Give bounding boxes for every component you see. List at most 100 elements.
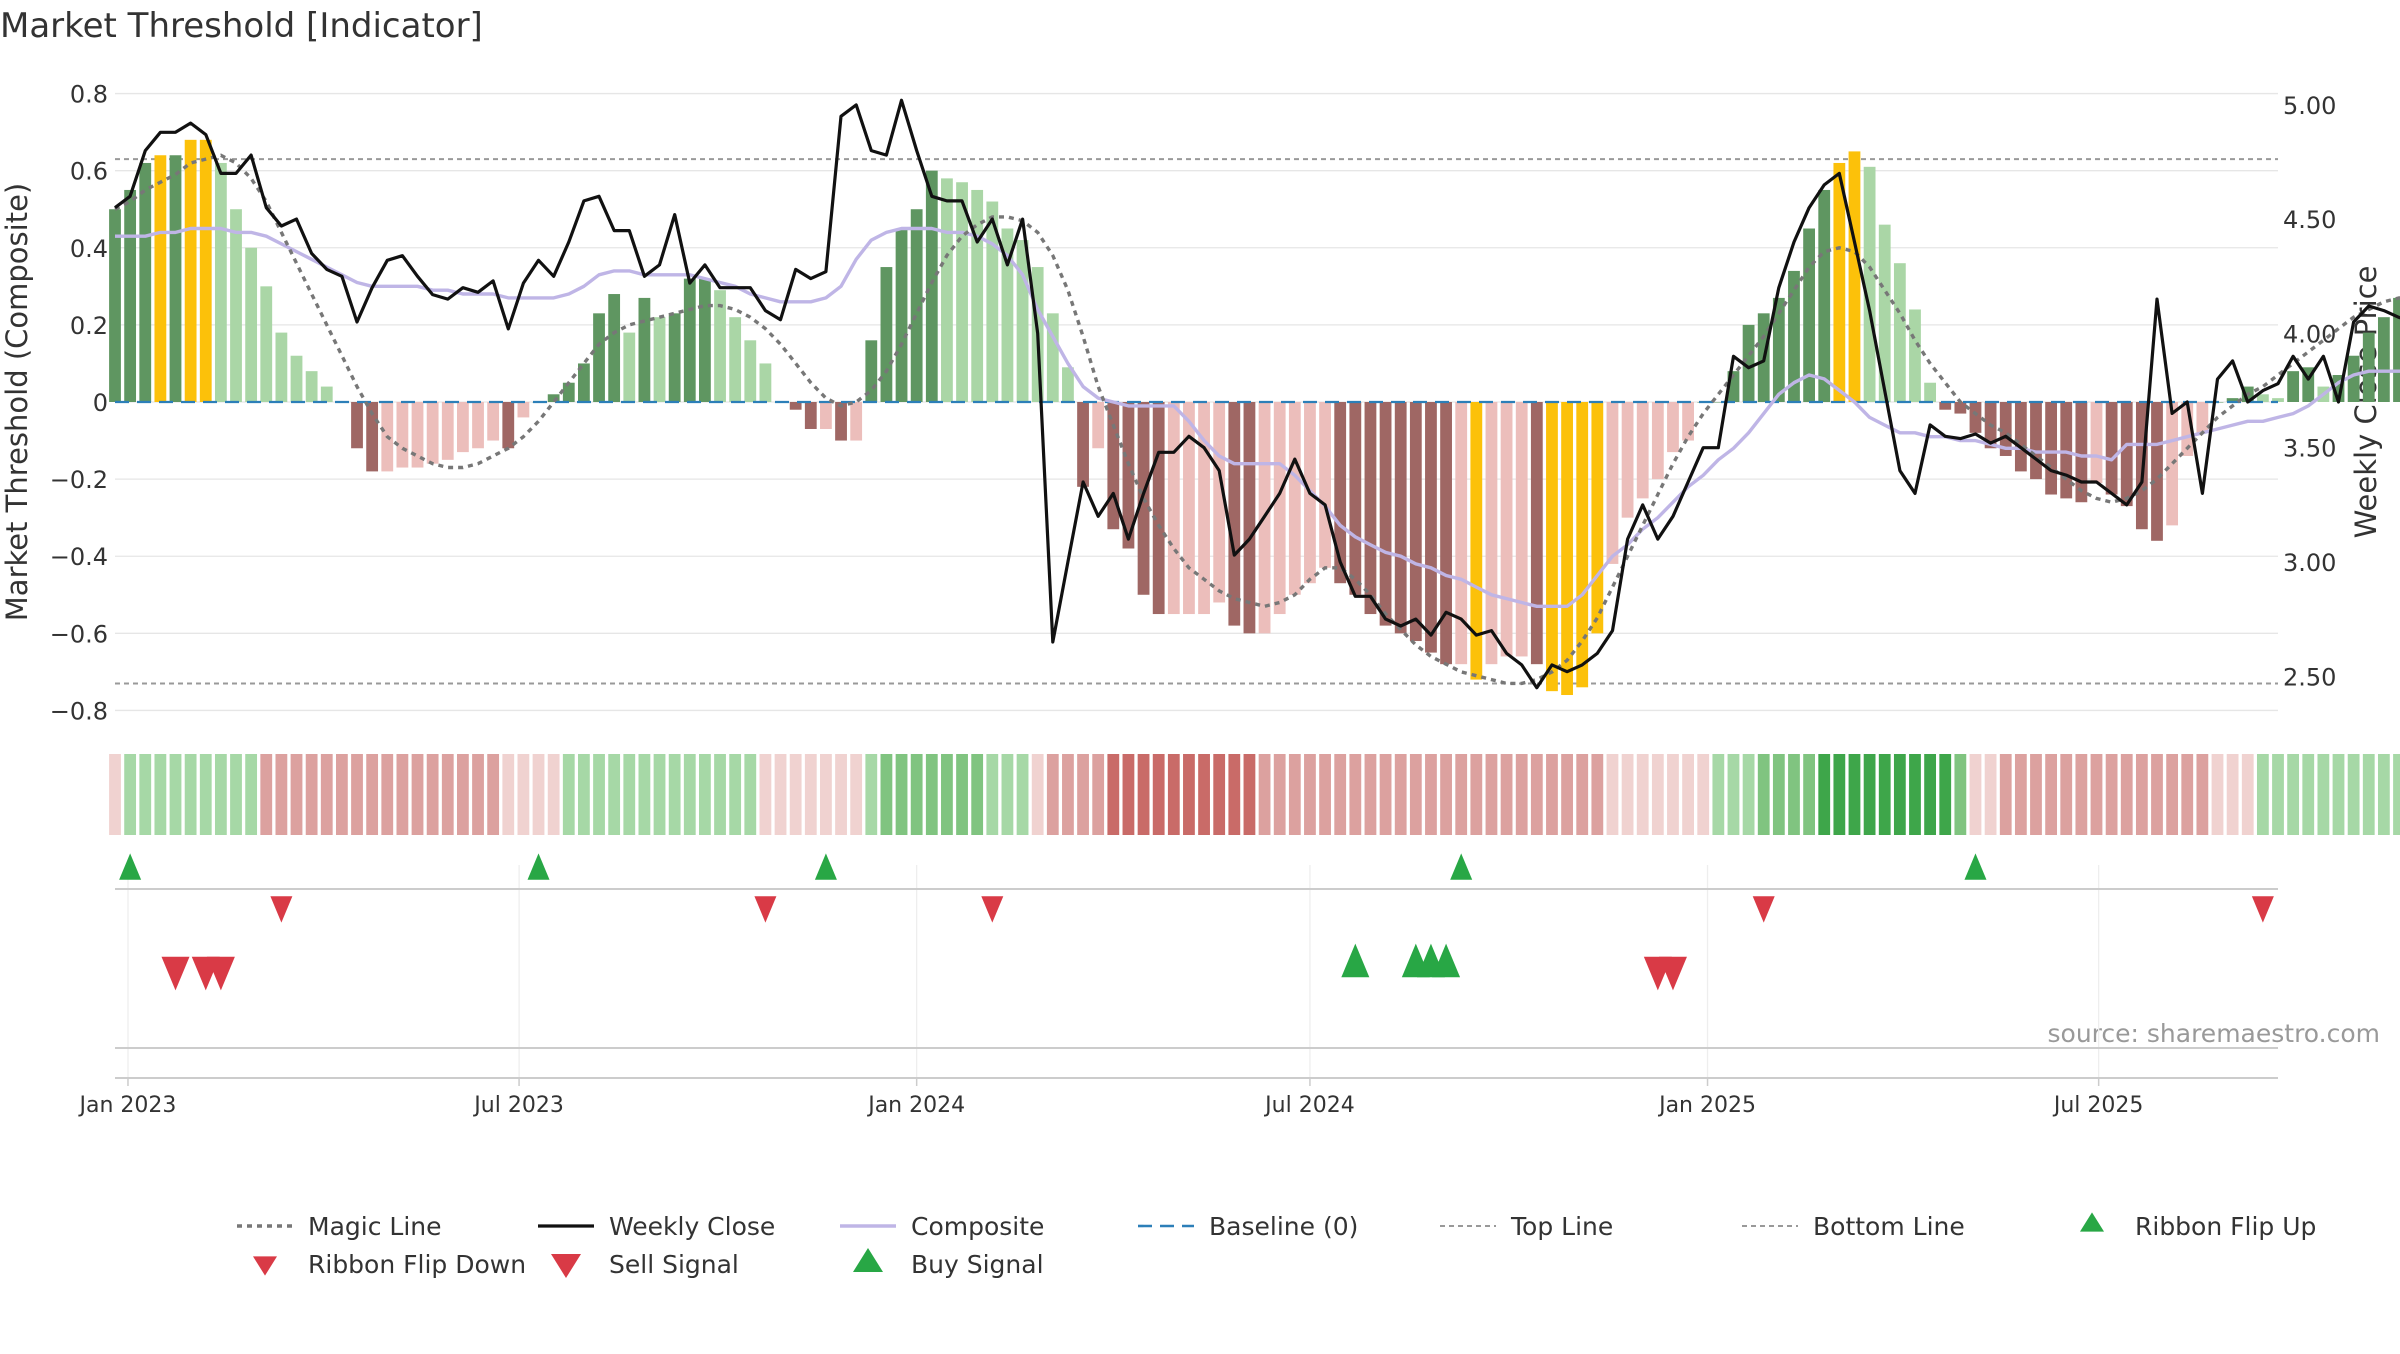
legend-item: Ribbon Flip Up: [2080, 1212, 2316, 1241]
composite-bar: [744, 340, 757, 402]
legend-label: Composite: [911, 1212, 1044, 1241]
composite-bar: [124, 189, 137, 402]
composite-bar: [1848, 151, 1861, 402]
ribbon-segment: [502, 754, 515, 835]
ribbon-flip-up-marker: [814, 853, 837, 880]
composite-bar: [2151, 402, 2163, 541]
composite-bar: [2377, 317, 2390, 402]
composite-bar: [925, 170, 938, 402]
ribbon-segment: [335, 754, 348, 835]
composite-bar: [502, 402, 515, 449]
composite-bar: [2181, 402, 2194, 456]
ribbon-segment: [941, 754, 953, 835]
ribbon-segment: [668, 754, 681, 835]
ribbon-segment: [1984, 754, 1997, 835]
composite-bar: [1409, 402, 1422, 642]
legend-label: Ribbon Flip Down: [308, 1250, 526, 1279]
y-tick-label: 0.4: [70, 235, 108, 263]
ribbon-segment: [1258, 754, 1271, 835]
ribbon-segment: [2362, 754, 2375, 835]
magic-line: [114, 153, 2400, 686]
composite-bar: [1470, 402, 1483, 680]
ribbon-segment: [1969, 754, 1982, 835]
legend-swatch: [253, 1256, 277, 1276]
buy-signal-marker: [1432, 943, 1461, 978]
ribbon-segment: [2332, 754, 2345, 835]
legend-item: Weekly Close: [538, 1212, 775, 1241]
ribbon-segment: [1455, 754, 1468, 835]
ribbon-segment: [1001, 754, 1014, 835]
composite-bar: [2060, 402, 2073, 499]
composite-bar: [941, 178, 953, 402]
ribbon-segment: [2211, 754, 2224, 835]
y-tick-label: 0.2: [70, 312, 108, 340]
ribbon-segment: [2030, 754, 2042, 835]
legend-label: Weekly Close: [609, 1212, 775, 1241]
ribbon-segment: [1697, 754, 1710, 835]
ribbon-segment: [2075, 754, 2088, 835]
composite-bar: [1863, 166, 1876, 402]
ribbon-segment: [547, 754, 560, 835]
composite-bar: [214, 162, 227, 402]
ribbon-segment: [608, 754, 621, 835]
composite-bars: [109, 139, 2400, 696]
composite-bar: [1455, 402, 1468, 665]
axes-layer: −0.8 −0.6 −0.4 −0.2 0 0.2 0.4 0.6 0.8 2.50 3.00 3.5…: [50, 81, 2337, 1118]
ribbon-segment: [2060, 754, 2073, 835]
legend-item: Magic Line: [237, 1212, 442, 1241]
composite-bar: [683, 278, 696, 402]
ribbon-segment: [1742, 754, 1755, 835]
composite-bar: [1772, 297, 1785, 402]
composite-bar: [154, 155, 167, 402]
composite-bar: [456, 402, 469, 453]
ribbon-segment: [2317, 754, 2330, 835]
composite-bar: [1107, 402, 1120, 530]
ribbon-segment: [562, 754, 575, 835]
ribbon-segment: [487, 754, 500, 835]
ribbon-segment: [653, 754, 666, 835]
ribbon-segment: [1288, 754, 1301, 835]
ribbon-segment: [1122, 754, 1135, 835]
composite-bar: [593, 313, 605, 402]
composite-bar: [1273, 402, 1286, 615]
ribbon-segment: [2241, 754, 2254, 835]
composite-bar: [1909, 309, 1921, 402]
composite-bar: [1833, 162, 1846, 402]
composite-bar: [1394, 402, 1407, 634]
ribbon-segment: [593, 754, 605, 835]
composite-bar: [441, 402, 454, 460]
sell-signal-marker: [161, 956, 190, 991]
composite-bar: [2302, 367, 2315, 402]
x-tick-label: Jul 2025: [2052, 1093, 2144, 1118]
composite-bar: [1727, 371, 1740, 402]
ribbon-segment: [2120, 754, 2133, 835]
composite-bar: [1183, 402, 1195, 615]
ribbon-segment: [2302, 754, 2315, 835]
ribbon-segment: [623, 754, 636, 835]
composite-bar: [1788, 270, 1800, 402]
composite-bar: [1243, 402, 1256, 634]
composite-bar: [1228, 402, 1241, 626]
composite-bar: [1742, 324, 1755, 402]
legend-item: Sell Signal: [551, 1250, 739, 1279]
composite-bar: [517, 402, 530, 418]
ribbon-segment: [683, 754, 696, 835]
y-tick-label: 0.8: [70, 81, 108, 109]
y2-tick-label: 3.00: [2283, 549, 2336, 577]
ribbon-segment: [1198, 754, 1210, 835]
composite-bar: [2166, 402, 2179, 526]
ribbon-segment: [1651, 754, 1664, 835]
buy-signal-marker: [1341, 943, 1370, 978]
ribbon-segment: [638, 754, 651, 835]
composite-bar: [2393, 297, 2400, 402]
ribbon-segment: [109, 754, 121, 835]
ribbon-segment: [744, 754, 757, 835]
composite-bar: [608, 294, 621, 402]
composite-bar: [1319, 402, 1331, 568]
ribbon-segment: [2045, 754, 2058, 835]
composite-bar: [139, 162, 152, 402]
series-lines: [114, 98, 2400, 690]
ribbon-flip-down-marker: [2251, 896, 2274, 923]
ribbon-segment: [1863, 754, 1876, 835]
